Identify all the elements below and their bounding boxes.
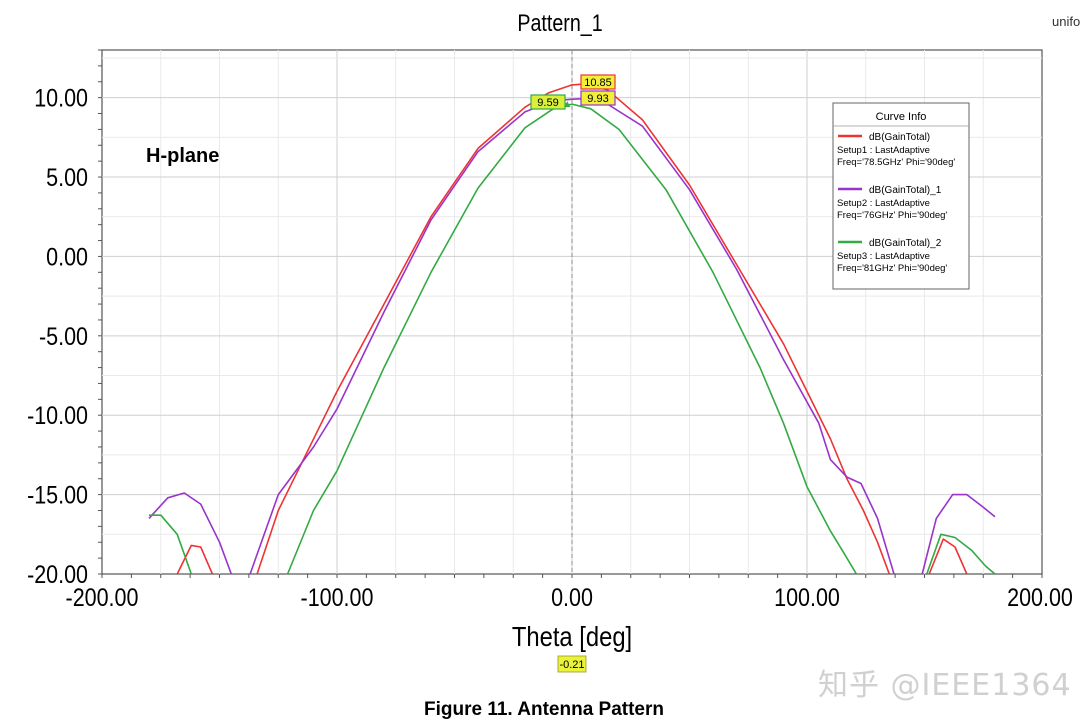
legend-series-name: dB(GainTotal)_2 (869, 238, 942, 249)
legend-box (832, 102, 970, 290)
series-line-0 (176, 544, 214, 574)
marker-2: 9.59 (530, 94, 571, 110)
marker-badge (530, 94, 566, 110)
marker-0: 10.85 (580, 74, 616, 90)
chart-title: Pattern_1 (517, 9, 602, 36)
value-markers: 10.85 9.93 9.59 (530, 74, 616, 110)
zhihu-watermark: 知乎 @IEEE1364 (818, 668, 1072, 703)
x-tick-label: 100.00 (774, 583, 840, 611)
y-tick-label: 10.00 (34, 84, 88, 112)
corner-truncated-text: unifo (1052, 14, 1081, 29)
x-tick-label: 0.00 (551, 583, 593, 611)
series-line-1 (921, 493, 996, 574)
series-line-1 (148, 492, 233, 574)
legend-detail-line: Setup3 : LastAdaptive (837, 251, 930, 262)
x-tick-label: 200.00 (1007, 583, 1073, 611)
series-line-0 (928, 538, 968, 574)
y-tick-label: -5.00 (39, 322, 88, 350)
marker-label: 10.85 (584, 77, 612, 89)
h-plane-annotation: H-plane (146, 145, 219, 167)
series-line-2 (286, 103, 858, 574)
legend-entry-0: dB(GainTotal) Setup1 : LastAdaptiveFreq='… (837, 132, 955, 168)
legend-detail-line: Setup2 : LastAdaptive (837, 198, 930, 209)
legend-detail-line: Setup1 : LastAdaptive (837, 145, 930, 156)
x-tick-labels: -200.00 -100.00 0.00 100.00 200.00 (66, 583, 1073, 611)
legend-series-name: dB(GainTotal)_1 (869, 185, 942, 196)
x-tick-label: -200.00 (66, 583, 139, 611)
series-line-2 (149, 514, 193, 574)
legend-title: Curve Info (876, 111, 927, 123)
cursor-x-badge: -0.21 (557, 655, 587, 673)
y-tick-label: -10.00 (27, 402, 88, 430)
y-tick-label: -20.00 (27, 560, 88, 588)
curve-info-legend: Curve Info dB(GainTotal) Setup1 : LastAda… (832, 102, 970, 290)
x-tick-label: -100.00 (301, 583, 374, 611)
figure-caption: Figure 11. Antenna Pattern (423, 699, 664, 720)
cursor-x-value: -0.21 (559, 659, 584, 671)
series-line-2 (926, 533, 996, 574)
legend-detail-line: Freq='81GHz' Phi='90deg' (837, 263, 947, 274)
legend-detail-line: Freq='76GHz' Phi='90deg' (837, 210, 947, 221)
x-axis-label: Theta [deg] (512, 620, 632, 652)
marker-label: 9.93 (587, 93, 608, 105)
marker-badge (580, 90, 616, 106)
legend-entry-2: dB(GainTotal)_2 Setup3 : LastAdaptiveFreq… (837, 238, 947, 274)
y-tick-label: -15.00 (27, 481, 88, 509)
y-tick-label: 5.00 (46, 164, 88, 192)
marker-point (564, 101, 571, 108)
legend-detail-line: Freq='78.5GHz' Phi='90deg' (837, 157, 955, 168)
marker-badge (580, 74, 616, 90)
y-tick-labels: 10.00 5.00 0.00 -5.00 -10.00 -15.00 -20.00 (27, 84, 88, 588)
legend-series-name: dB(GainTotal) (869, 132, 930, 143)
y-tick-label: 0.00 (46, 243, 88, 271)
legend-entry-1: dB(GainTotal)_1 Setup2 : LastAdaptiveFreq… (837, 185, 947, 221)
marker-1: 9.93 (580, 90, 616, 106)
marker-label: 9.59 (537, 97, 558, 109)
